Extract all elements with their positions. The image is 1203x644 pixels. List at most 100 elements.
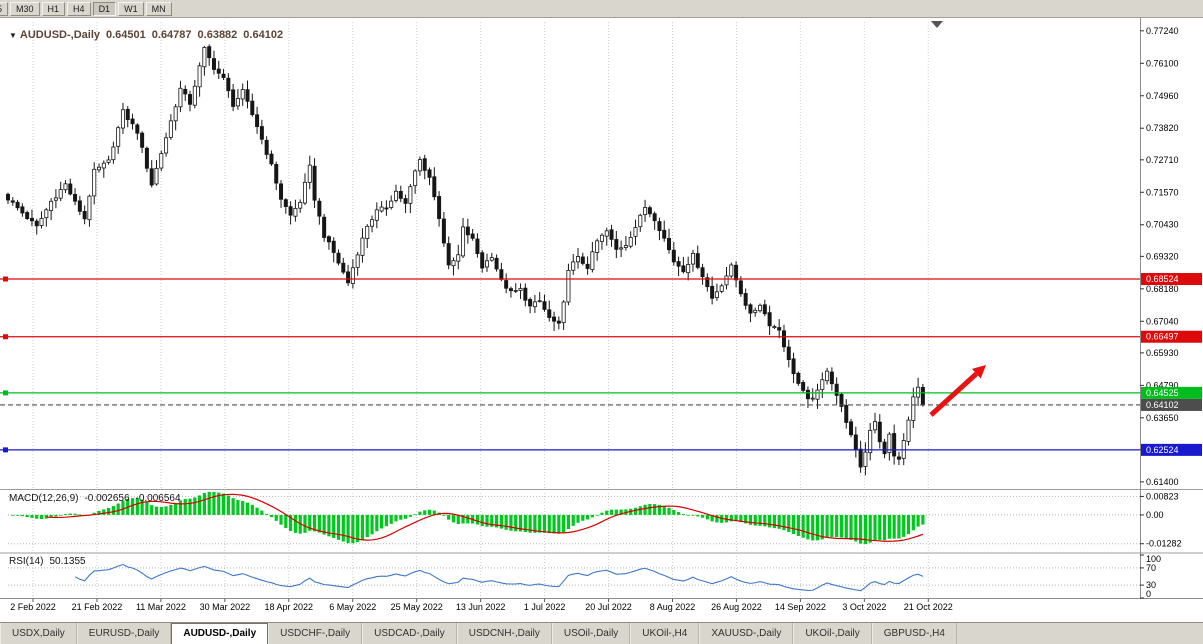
macd-histogram-bar — [102, 509, 106, 515]
candle-body — [293, 208, 298, 217]
candle-body — [561, 301, 566, 324]
macd-histogram-bar — [753, 514, 757, 526]
trend-arrow-head[interactable] — [972, 365, 986, 379]
macd-histogram-bar — [193, 497, 197, 515]
macd-histogram-bar — [442, 514, 446, 516]
candle-body — [279, 183, 284, 200]
candle-body — [29, 217, 34, 222]
macd-histogram-bar — [466, 514, 470, 524]
macd-histogram-bar — [303, 514, 307, 533]
candle-body — [355, 254, 360, 268]
macd-histogram-bar — [801, 514, 805, 538]
timeframe-button-m30[interactable]: M30 — [10, 1, 40, 16]
date-label: 11 Mar 2022 — [136, 602, 186, 612]
candle-body — [911, 396, 916, 421]
chart-tab-ukoil-h4[interactable]: UKOil-,H4 — [630, 623, 700, 644]
price-tag-label: 0.64102 — [1146, 400, 1179, 410]
macd-histogram-bar — [188, 498, 192, 515]
chart-tab-gbpusd[interactable]: GBPUSD-,H4 — [871, 623, 957, 644]
line-handle[interactable] — [3, 334, 8, 340]
price-axis-label: 0.72710 — [1146, 155, 1179, 165]
macd-histogram-bar — [35, 514, 39, 519]
candle-body — [480, 252, 485, 269]
chart-tab-eurusd[interactable]: EURUSD-,Daily — [76, 623, 172, 644]
candle-body — [805, 389, 810, 400]
macd-axis-label: -0.01282 — [1146, 539, 1182, 549]
macd-histogram-bar — [523, 514, 527, 533]
candle-body — [350, 267, 355, 284]
macd-histogram-bar — [614, 509, 618, 515]
macd-histogram-bar — [11, 514, 15, 516]
timeframe-button-h1[interactable]: H1 — [41, 1, 66, 16]
candle-body — [465, 226, 470, 236]
macd-histogram-bar — [169, 504, 173, 515]
timeframe-button-mn[interactable]: MN — [145, 1, 172, 16]
macd-histogram-bar — [293, 514, 297, 533]
chart-tab-xauusd[interactable]: XAUUSD-,Daily — [699, 623, 794, 644]
timeframe-button-m5-partial[interactable]: 5 — [0, 1, 9, 16]
candle-body — [379, 206, 384, 212]
macd-histogram-bar — [97, 510, 101, 515]
macd-histogram-bar — [490, 514, 494, 527]
candle-body — [690, 253, 695, 265]
candle-body — [63, 183, 68, 191]
macd-histogram-bar — [241, 500, 245, 515]
candle-body — [748, 304, 753, 314]
line-handle[interactable] — [3, 390, 8, 396]
candle-body — [710, 285, 715, 299]
macd-histogram-bar — [231, 498, 235, 515]
line-handle[interactable] — [3, 447, 8, 453]
candle-body — [58, 189, 63, 199]
candle-body — [657, 221, 662, 232]
candle-body — [532, 301, 537, 308]
date-label: 2 Feb 2022 — [10, 602, 56, 612]
candle-body — [537, 300, 542, 303]
chart-tab-usdchf[interactable]: USDCHF-,Daily — [268, 623, 363, 644]
macd-histogram-bar — [839, 514, 844, 538]
macd-histogram-bar — [528, 514, 532, 533]
line-handle[interactable] — [3, 276, 8, 282]
trend-arrow[interactable] — [929, 371, 979, 417]
candle-body — [168, 120, 173, 138]
macd-histogram-bar — [327, 514, 331, 537]
price-tag-label: 0.62524 — [1146, 445, 1179, 455]
macd-histogram-bar — [518, 514, 523, 532]
timeframe-button-d1[interactable]: D1 — [92, 1, 117, 16]
chart-tab-audusd[interactable]: AUDUSD-,Daily — [171, 623, 269, 644]
macd-histogram-bar — [356, 514, 360, 543]
candle-body — [700, 267, 705, 278]
macd-histogram-bar — [39, 514, 44, 519]
candle-body — [283, 199, 288, 207]
timeframe-button-w1[interactable]: W1 — [118, 1, 144, 16]
candle-body — [461, 226, 466, 257]
chart-tab-usdx[interactable]: USDX,Daily — [0, 623, 77, 644]
macd-histogram-bar — [748, 514, 753, 525]
chart-tab-usdcad[interactable]: USDCAD-,Daily — [362, 623, 457, 644]
candle-body — [590, 251, 595, 270]
macd-histogram-bar — [418, 511, 422, 515]
candle-body — [738, 280, 743, 295]
macd-histogram-bar — [135, 498, 139, 515]
chart-tab-usdcnh[interactable]: USDCNH-,Daily — [456, 623, 552, 644]
macd-histogram-bar — [710, 514, 714, 522]
candle-body — [422, 158, 427, 171]
price-axis-label: 0.71570 — [1146, 187, 1179, 197]
macd-histogram-bar — [494, 514, 499, 528]
chart-shift-marker[interactable] — [931, 21, 943, 28]
chart-tab-ukoil-daily[interactable]: UKOil-,Daily — [793, 623, 872, 644]
timeframe-button-h4[interactable]: H4 — [67, 1, 91, 16]
macd-histogram-bar — [566, 514, 571, 530]
candle-body — [734, 264, 739, 281]
candle-body — [408, 186, 413, 204]
macd-histogram-bar — [825, 514, 829, 538]
candle-body — [623, 245, 628, 248]
macd-histogram-bar — [557, 514, 561, 534]
macd-histogram-bar — [796, 514, 800, 536]
candle-body — [341, 262, 346, 273]
chart-tab-usoil[interactable]: USOil-,Daily — [551, 623, 631, 644]
chart-canvas[interactable]: 2 Feb 2022 21 Feb 2022 11 Mar 2022 30 Mar 2… — [0, 18, 1203, 618]
candle-body — [542, 301, 547, 310]
macd-histogram-bar — [571, 514, 575, 526]
candle-body — [384, 207, 389, 210]
macd-histogram-bar — [691, 514, 695, 516]
